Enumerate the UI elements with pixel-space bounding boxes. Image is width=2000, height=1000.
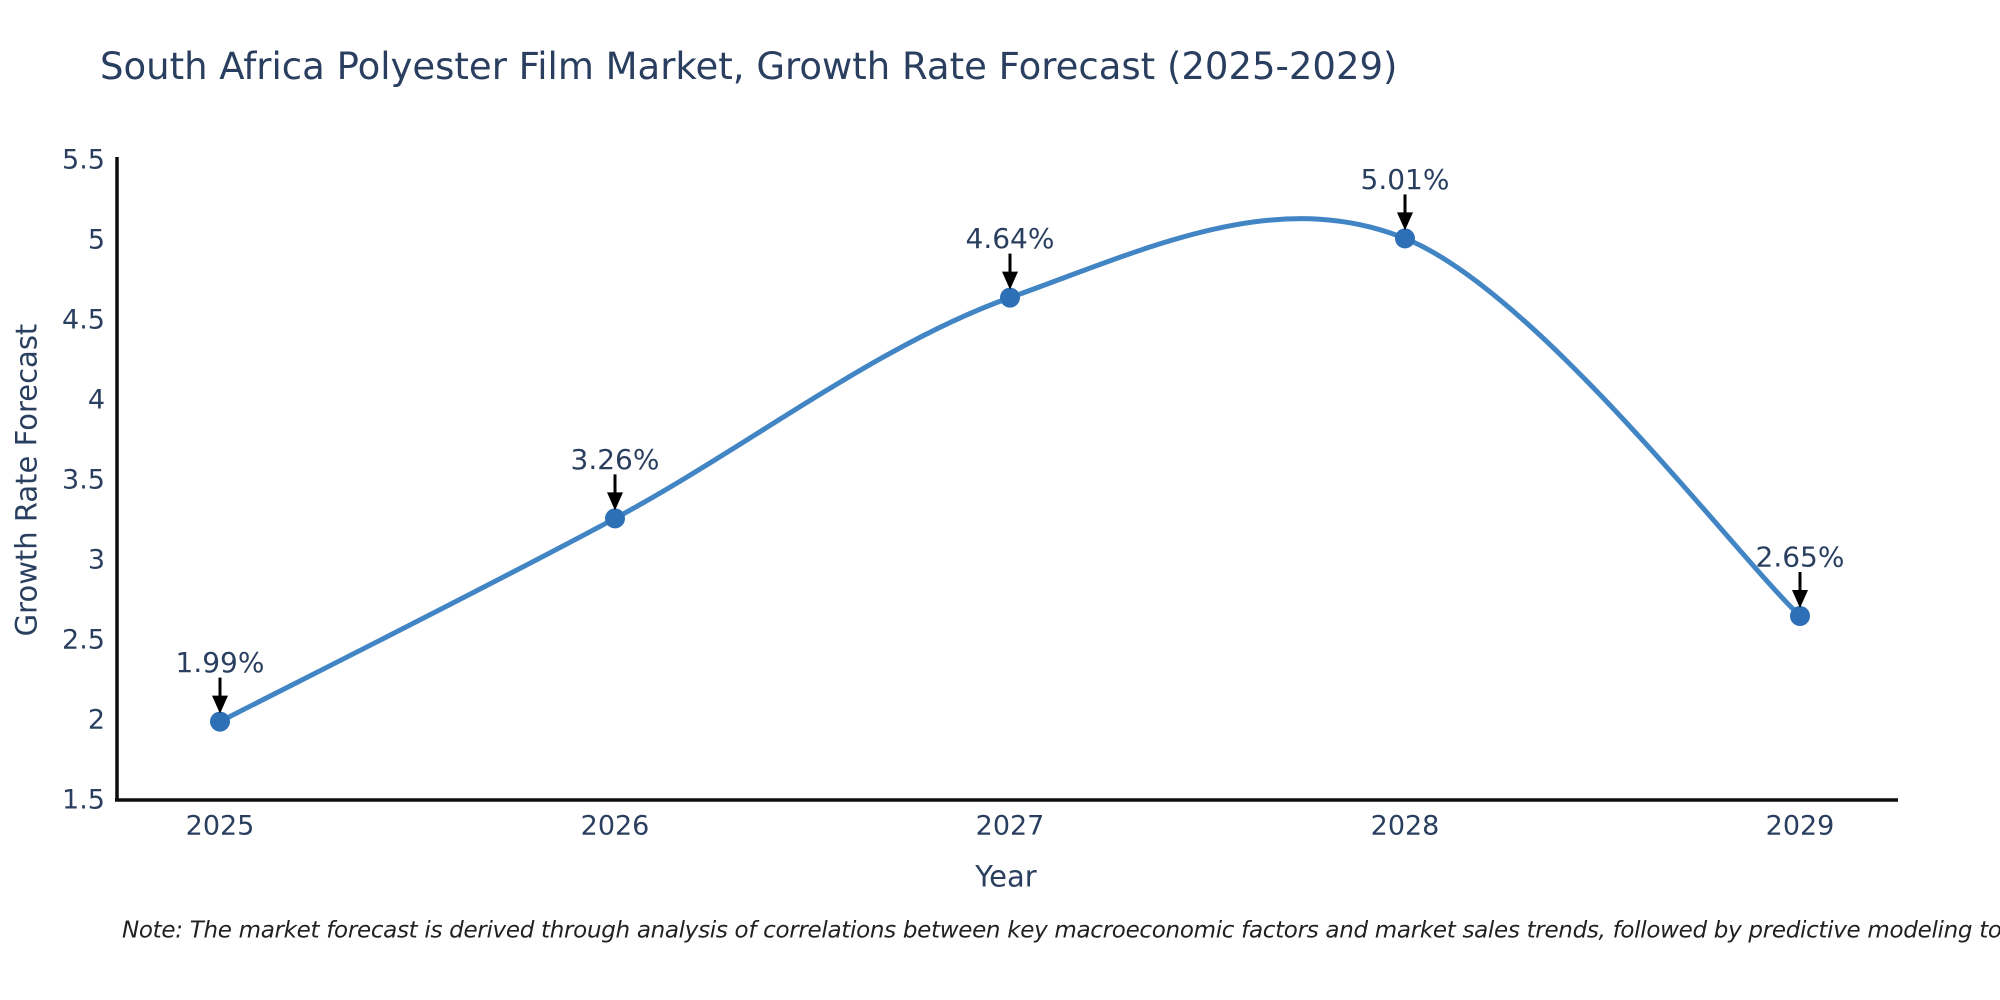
x-tick-label: 2028 [1371, 811, 1440, 842]
data-point-marker[interactable] [1395, 228, 1415, 249]
data-point-marker[interactable] [210, 711, 230, 732]
y-tick-label: 2.5 [62, 625, 105, 656]
y-tick-label: 1.5 [62, 785, 105, 816]
x-tick-label: 2025 [186, 811, 255, 842]
y-tick-label: 2 [88, 705, 105, 736]
data-point-marker[interactable] [1790, 606, 1810, 626]
annotation-arrowhead-icon [607, 492, 623, 511]
y-tick-label: 3.5 [62, 465, 105, 496]
annotation-arrowhead-icon [212, 695, 228, 714]
y-tick-label: 5.5 [62, 145, 105, 176]
x-tick-label: 2029 [1766, 811, 1835, 842]
data-point-marker[interactable] [1000, 287, 1020, 308]
y-tick-label: 4 [88, 385, 105, 416]
annotation-arrowhead-icon [1397, 212, 1413, 231]
data-point-label: 1.99% [176, 646, 265, 679]
footnote: Note: The market forecast is derived thr… [122, 917, 2000, 944]
annotation-arrowhead-icon [1002, 271, 1018, 290]
y-tick-label: 4.5 [62, 305, 105, 336]
y-tick-label: 3 [88, 545, 105, 576]
x-tick-label: 2026 [581, 811, 650, 842]
data-point-marker[interactable] [605, 508, 625, 529]
data-point-label: 2.65% [1756, 541, 1845, 574]
data-point-label: 3.26% [571, 443, 660, 476]
x-axis-title: Year [975, 859, 1037, 894]
data-point-label: 5.01% [1361, 163, 1450, 196]
y-tick-label: 5 [88, 225, 105, 256]
data-point-label: 4.64% [966, 222, 1055, 255]
annotation-arrowhead-icon [1792, 590, 1808, 608]
chart-title: South Africa Polyester Film Market, Grow… [100, 45, 1398, 88]
x-tick-label: 2027 [976, 811, 1045, 842]
